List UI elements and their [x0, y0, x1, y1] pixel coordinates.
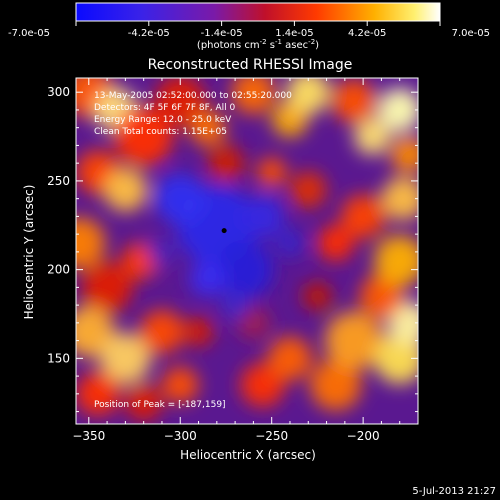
colorbar-tick-label: -7.0e-05: [8, 28, 50, 39]
y-tick-label: 300: [47, 85, 70, 99]
x-tick-label: −250: [255, 429, 288, 443]
y-tick-label: 200: [47, 263, 70, 277]
y-axis-label: Heliocentric Y (arcsec): [22, 185, 36, 320]
info-line: 13-May-2005 02:52:00.000 to 02:55:20.000: [94, 91, 292, 101]
chart-title: Reconstructed RHESSI Image: [148, 57, 353, 73]
info-line: Energy Range: 12.0 - 25.0 keV: [94, 115, 232, 125]
x-axis-ticks: [88, 78, 419, 424]
peak-marker: [221, 228, 227, 234]
x-axis-label: Heliocentric X (arcsec): [180, 448, 316, 462]
x-tick-label: −350: [72, 429, 105, 443]
info-line: Clean Total counts: 1.15E+05: [94, 127, 227, 137]
footer-timestamp: 5-Jul-2013 21:27: [412, 486, 496, 497]
colorbar-gradient: [75, 2, 441, 22]
y-axis-ticks: [76, 91, 418, 413]
info-line: Detectors: 4F 5F 6F 7F 8F, All 0: [94, 103, 235, 113]
colorbar-tick-label: 1.4e-05: [275, 28, 313, 39]
colorbar-tick-label: 4.2e-05: [348, 28, 386, 39]
peak-position-label: Position of Peak = [-187,159]: [94, 400, 226, 410]
y-tick-label: 250: [47, 174, 70, 188]
x-tick-label: −200: [347, 429, 380, 443]
heatmap-image: [76, 78, 418, 424]
colorbar-tick-label: -4.2e-05: [128, 28, 170, 39]
colorbar-tick-label: 7.0e-05: [452, 28, 490, 39]
plot-frame: [75, 77, 419, 425]
colorbar-unit-label: (photons cm-2 s-1 asec-2): [197, 38, 319, 51]
observation-info: 13-May-2005 02:52:00.000 to 02:55:20.000…: [94, 91, 292, 137]
colorbar: -7.0e-05 -4.2e-05 -1.4e-05 1.4e-05 4.2e-05 7.…: [8, 2, 490, 51]
x-axis-tick-labels: −350 −300 −250 −200: [72, 429, 379, 443]
y-axis-tick-labels: 150 200 250 300: [47, 85, 70, 365]
y-tick-label: 150: [47, 351, 70, 365]
colorbar-tick-labels: -7.0e-05 -4.2e-05 -1.4e-05 1.4e-05 4.2e-05 7.…: [8, 28, 490, 39]
colorbar-tick-label: -1.4e-05: [201, 28, 243, 39]
x-tick-label: −300: [164, 429, 197, 443]
colorbar-ticks: [75, 21, 441, 26]
